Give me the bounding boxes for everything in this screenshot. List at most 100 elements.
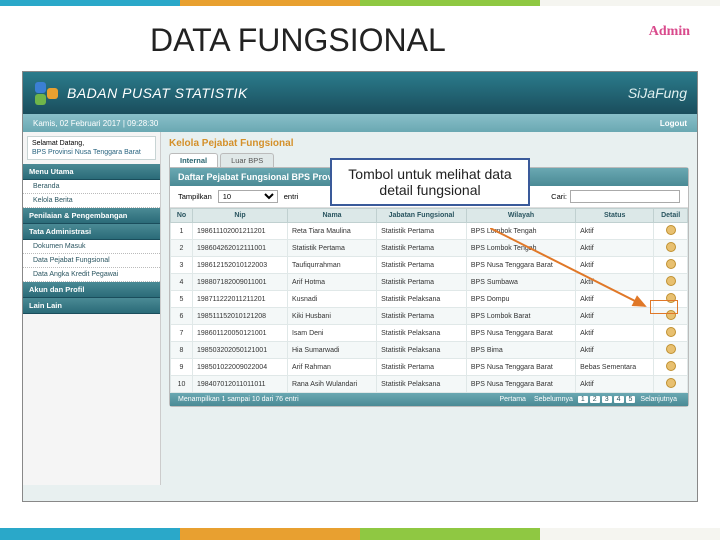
pager-first[interactable]: Pertama — [496, 396, 528, 403]
table-cell: 2 — [171, 240, 193, 257]
tab-internal[interactable]: Internal — [169, 153, 218, 167]
table-row: 7198601120050121001Isam DeniStatistik Pe… — [171, 325, 688, 342]
table-cell: Kiki Husbani — [287, 308, 376, 325]
table-cell: Statistik Pertama — [377, 308, 467, 325]
sidebar: Selamat Datang, BPS Provinsi Nusa Tengga… — [23, 132, 161, 485]
search-input[interactable] — [570, 190, 680, 203]
table-cell: Statistik Pertama — [377, 223, 467, 240]
detail-cell — [654, 342, 688, 359]
table-cell: Aktif — [576, 342, 654, 359]
admin-label: Admin — [649, 24, 690, 40]
menu-item[interactable]: Data Angka Kredit Pegawai — [23, 268, 160, 282]
table-cell: 198711222011211201 — [193, 291, 288, 308]
table-cell: Statistik Pertama — [287, 240, 376, 257]
menu-item[interactable]: Dokumen Masuk — [23, 240, 160, 254]
table-cell: BPS Nusa Tenggara Barat — [466, 325, 575, 342]
table-cell: Aktif — [576, 325, 654, 342]
show-select[interactable]: 10 — [218, 190, 278, 203]
table-cell: Statistik Pelaksana — [377, 325, 467, 342]
detail-button-icon[interactable] — [666, 378, 676, 388]
table-cell: BPS Nusa Tenggara Barat — [466, 376, 575, 393]
table-cell: Taufiqurrahman — [287, 257, 376, 274]
table-cell: 1 — [171, 223, 193, 240]
pager-next[interactable]: Selanjutnya — [637, 396, 680, 403]
table-cell: 7 — [171, 325, 193, 342]
detail-button-icon[interactable] — [666, 310, 676, 320]
table-cell: Hia Sumarwadi — [287, 342, 376, 359]
table-cell: Statistik Pelaksana — [377, 376, 467, 393]
table-cell: 3 — [171, 257, 193, 274]
column-header[interactable]: Detail — [654, 209, 688, 223]
menu-item[interactable]: Beranda — [23, 180, 160, 194]
welcome-box: Selamat Datang, BPS Provinsi Nusa Tengga… — [27, 136, 156, 160]
table-row: 10198407012011011011Rana Asih WulandariS… — [171, 376, 688, 393]
table-cell: 198407012011011011 — [193, 376, 288, 393]
search-label: Cari: — [551, 192, 567, 201]
table-row: 8198503202050121001Hia SumarwadiStatisti… — [171, 342, 688, 359]
detail-button-icon[interactable] — [666, 344, 676, 354]
detail-button-icon[interactable] — [666, 293, 676, 303]
datetime-label: Kamis, 02 Februari 2017 | 09:28:30 — [33, 119, 158, 128]
table-cell: Rana Asih Wulandari — [287, 376, 376, 393]
table-cell: Arif Hotma — [287, 274, 376, 291]
table-cell: Statistik Pelaksana — [377, 291, 467, 308]
detail-button-icon[interactable] — [666, 225, 676, 235]
pager-prev[interactable]: Sebelumnya — [531, 396, 576, 403]
table-cell: 10 — [171, 376, 193, 393]
detail-button-icon[interactable] — [666, 242, 676, 252]
org-name: BADAN PUSAT STATISTIK — [67, 85, 248, 101]
table-cell: Kusnadi — [287, 291, 376, 308]
welcome-label: Selamat Datang, — [32, 140, 151, 147]
menu-header: Akun dan Profil — [23, 282, 160, 298]
slide-title: DATA FUNGSIONAL — [150, 22, 720, 59]
table-cell: Arif Rahman — [287, 359, 376, 376]
panel-footer: Menampilkan 1 sampai 10 dari 76 entri Pe… — [170, 393, 688, 406]
table-cell: 9 — [171, 359, 193, 376]
pager-page[interactable]: 5 — [626, 396, 636, 403]
pager-page[interactable]: 4 — [614, 396, 624, 403]
table-cell: 198611102001211201 — [193, 223, 288, 240]
menu-header: Lain Lain — [23, 298, 160, 314]
pager: Pertama Sebelumnya 1 2 3 4 5 Selanjutnya — [496, 396, 680, 403]
table-cell: Statistik Pertama — [377, 240, 467, 257]
detail-cell — [654, 325, 688, 342]
detail-button-icon[interactable] — [666, 276, 676, 286]
menu-header: Menu Utama — [23, 164, 160, 180]
pager-page[interactable]: 1 — [578, 396, 588, 403]
column-header[interactable]: Wilayah — [466, 209, 575, 223]
table-cell: 5 — [171, 291, 193, 308]
column-header[interactable]: No — [171, 209, 193, 223]
tab-luar-bps[interactable]: Luar BPS — [220, 153, 274, 167]
table-cell: Statistik Pertama — [377, 359, 467, 376]
logout-link[interactable]: Logout — [660, 119, 687, 128]
table-row: 9198501022009022004Arif RahmanStatistik … — [171, 359, 688, 376]
table-cell: Reta Tiara Maulina — [287, 223, 376, 240]
table-cell: Statistik Pertama — [377, 274, 467, 291]
app-name: SiJaFung — [628, 85, 687, 101]
pager-page[interactable]: 2 — [590, 396, 600, 403]
app-subheader: Kamis, 02 Februari 2017 | 09:28:30 Logou… — [23, 114, 697, 132]
table-cell: 198501022009022004 — [193, 359, 288, 376]
column-header[interactable]: Nip — [193, 209, 288, 223]
show-label: Tampilkan — [178, 192, 212, 201]
table-cell: 198807182009011001 — [193, 274, 288, 291]
table-cell: 198604262012111001 — [193, 240, 288, 257]
menu-item[interactable]: Data Pejabat Fungsional — [23, 254, 160, 268]
detail-button-icon[interactable] — [666, 361, 676, 371]
bps-logo-icon — [33, 80, 59, 106]
table-cell: Statistik Pertama — [377, 257, 467, 274]
column-header[interactable]: Status — [576, 209, 654, 223]
detail-cell — [654, 359, 688, 376]
detail-cell — [654, 376, 688, 393]
detail-button-icon[interactable] — [666, 259, 676, 269]
detail-button-icon[interactable] — [666, 327, 676, 337]
table-cell: Bebas Sementara — [576, 359, 654, 376]
pager-page[interactable]: 3 — [602, 396, 612, 403]
callout-box: Tombol untuk melihat data detail fungsio… — [330, 158, 530, 206]
show-unit: entri — [284, 192, 299, 201]
menu-item[interactable]: Kelola Berita — [23, 194, 160, 208]
callout-arrow-icon — [490, 228, 660, 318]
column-header[interactable]: Jabatan Fungsional — [377, 209, 467, 223]
column-header[interactable]: Nama — [287, 209, 376, 223]
top-color-stripe — [0, 0, 720, 6]
